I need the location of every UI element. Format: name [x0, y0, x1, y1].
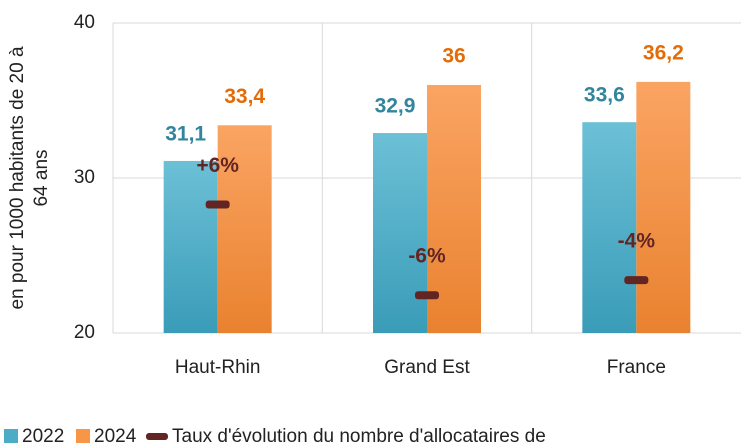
bar	[217, 125, 272, 333]
legend-label: Taux d'évolution du nombre d'allocataire…	[172, 426, 546, 446]
y-tick-label: 40	[74, 12, 95, 33]
bar	[163, 160, 218, 333]
legend-swatch	[146, 433, 168, 440]
x-tick-label: France	[607, 357, 666, 378]
legend-label: 2022	[22, 426, 64, 446]
legend-swatch	[4, 429, 18, 443]
y-axis-label-line: 64 ans	[31, 149, 52, 206]
bar	[636, 81, 691, 334]
legend-label: 2024	[94, 426, 137, 446]
data-label: 31,1	[165, 122, 206, 145]
marker	[415, 291, 439, 300]
data-label: -6%	[408, 245, 446, 268]
data-label: 33,6	[584, 84, 625, 107]
x-tick-label: Grand Est	[384, 357, 470, 378]
bar	[582, 122, 637, 333]
data-label: -4%	[618, 230, 656, 253]
legend-swatch	[76, 429, 90, 443]
marker	[205, 200, 230, 209]
data-label: 32,9	[375, 95, 416, 118]
y-axis-label: en pour 1000 habitants de 20 à 64 ans	[7, 46, 52, 309]
x-tick-label: Haut-Rhin	[175, 357, 261, 378]
y-tick-label: 20	[74, 322, 95, 343]
y-axis-label-line: en pour 1000 habitants de 20 à	[7, 46, 28, 309]
data-label: 36,2	[643, 41, 684, 64]
data-label: +6%	[196, 154, 239, 177]
data-label: 33,4	[224, 85, 265, 108]
marker	[624, 276, 649, 285]
y-tick-label: 30	[74, 167, 95, 188]
bar	[373, 133, 427, 333]
data-label: 36	[442, 45, 465, 68]
